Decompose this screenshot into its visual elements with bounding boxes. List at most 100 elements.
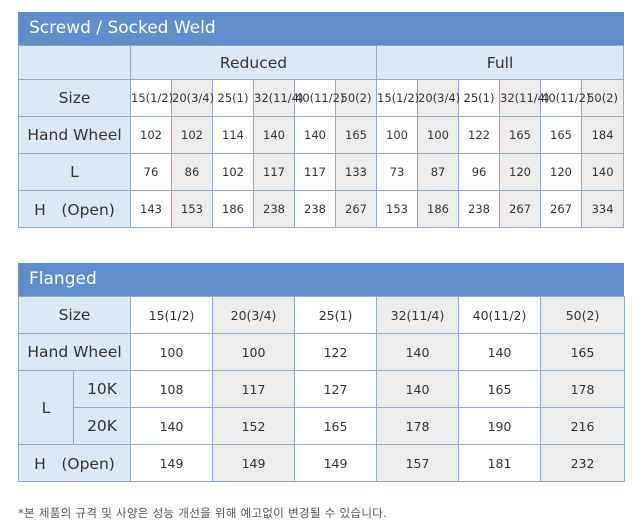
flanged-panel-title: Flanged [18, 263, 624, 296]
reduced-group-header: Reduced [129, 45, 378, 80]
row-label: H (Open) [18, 190, 131, 228]
value-cell: 178 [376, 407, 460, 445]
value-cell: 140 [376, 333, 460, 371]
value-cell: 165 [294, 407, 378, 445]
value-cell: 120 [540, 153, 583, 191]
value-cell: 140 [294, 116, 336, 154]
size-cell-full: 15(1/2) [376, 79, 419, 117]
value-cell: 267 [540, 190, 583, 228]
flanged-hand-wheel-label: Hand Wheel [17, 333, 132, 371]
value-cell: 120 [499, 153, 542, 191]
value-cell: 117 [253, 153, 295, 191]
flanged-10k-row: L 10K 108 117 127 140 165 178 [18, 370, 626, 445]
value-cell: 127 [294, 370, 378, 408]
size-cell-full: 50(2) [581, 79, 625, 117]
flanged-panel: Flanged Size 15(1/2) 20(3/4) 25(1) 32(11/4)… [17, 263, 626, 482]
value-cell: 165 [458, 370, 542, 408]
screwd-socked-weld-panel: Screwd / Socked Weld Reduced Full Size 1… [18, 12, 625, 228]
value-cell: 108 [130, 370, 214, 408]
value-cell: 153 [376, 190, 419, 228]
value-cell: 140 [376, 370, 460, 408]
value-cell: 140 [458, 333, 542, 371]
value-cell: 149 [212, 444, 296, 482]
flanged-spec-table: Size 15(1/2) 20(3/4) 25(1) 32(11/4) 40(11/2)… [17, 296, 626, 482]
value-cell: 140 [253, 116, 295, 154]
size-cell-reduced: 25(1) [212, 79, 254, 117]
size-cell-reduced: 15(1/2) [130, 79, 173, 117]
value-cell: 143 [130, 190, 172, 228]
flanged-hand-wheel-row: Hand Wheel 100 100 122 140 140 165 [17, 333, 626, 371]
screwd-l-row: L 76 86 102 117 117 133 73 87 96 120 120 140 [18, 153, 625, 191]
value-cell: 100 [212, 333, 296, 371]
value-cell: 238 [458, 190, 501, 228]
size-cell: 20(3/4) [212, 296, 296, 334]
value-cell: 216 [540, 407, 626, 445]
flanged-h-open-row: H (Open) 149 149 149 157 181 232 [17, 444, 626, 482]
flanged-20k-label: 20K [72, 407, 132, 445]
value-cell: 140 [130, 407, 214, 445]
size-cell-reduced: 50(2) [334, 79, 378, 117]
value-cell: 152 [212, 407, 296, 445]
size-cell: 25(1) [294, 296, 378, 334]
value-cell: 122 [458, 116, 501, 154]
size-cell-full: 25(1) [458, 79, 501, 117]
size-cell: 15(1/2) [130, 296, 214, 334]
value-cell: 334 [581, 190, 625, 228]
value-cell: 149 [294, 444, 378, 482]
value-cell: 87 [417, 153, 460, 191]
flanged-20k-row: 20K 140 152 165 178 190 216 [19, 407, 626, 445]
screwd-spec-table: Reduced Full Size 15(1/2) 20(3/4) 25(1) 32(… [18, 45, 625, 228]
value-cell: 157 [376, 444, 460, 482]
value-cell: 181 [458, 444, 542, 482]
size-cell: 40(11/2) [458, 296, 542, 334]
screwd-panel-title: Screwd / Socked Weld [18, 12, 624, 45]
full-group-header: Full [376, 45, 625, 80]
value-cell: 117 [212, 370, 296, 408]
size-cell: 32(11/4) [376, 296, 460, 334]
value-cell: 186 [417, 190, 460, 228]
value-cell: 102 [212, 153, 254, 191]
size-cell-reduced: 20(3/4) [171, 79, 214, 117]
value-cell: 238 [253, 190, 295, 228]
value-cell: 76 [130, 153, 172, 191]
size-label: Size [18, 79, 131, 117]
value-cell: 184 [581, 116, 625, 154]
row-label: L [18, 153, 131, 191]
screwd-h-open-row: H (Open) 143 153 186 238 238 267 153 186 238 267 26… [18, 190, 625, 228]
value-cell: 165 [499, 116, 542, 154]
value-cell: 100 [130, 333, 214, 371]
flanged-10k-label: 10K [72, 370, 132, 408]
row-label: Hand Wheel [18, 116, 131, 154]
footnote: *본 제품의 규격 및 사양은 성능 개선을 위해 예고없이 변경될 수 있습니… [18, 506, 388, 520]
size-cell-reduced: 32(11/4) [253, 79, 303, 117]
size-cell-full: 20(3/4) [417, 79, 460, 117]
value-cell: 122 [294, 333, 378, 371]
screwd-hand-wheel-row: Hand Wheel 102 102 114 140 140 165 100 100 122 165… [18, 116, 625, 154]
value-cell: 190 [458, 407, 542, 445]
screwd-size-row: Size 15(1/2) 20(3/4) 25(1) 32(11/4) 40(11/2)… [18, 79, 625, 117]
value-cell: 267 [499, 190, 542, 228]
size-cell-full: 40(11/2) [540, 79, 590, 117]
flanged-h-open-label: H (Open) [17, 444, 132, 482]
value-cell: 100 [376, 116, 419, 154]
size-cell-full: 32(11/4) [499, 79, 549, 117]
value-cell: 86 [171, 153, 213, 191]
screwd-corner-cell [18, 45, 131, 80]
size-cell-reduced: 40(11/2) [294, 79, 344, 117]
value-cell: 178 [540, 370, 626, 408]
value-cell: 117 [294, 153, 336, 191]
value-cell: 96 [458, 153, 501, 191]
flanged-l-label: L [18, 370, 74, 445]
value-cell: 140 [581, 153, 625, 191]
flanged-size-row: Size 15(1/2) 20(3/4) 25(1) 32(11/4) 40(11/2)… [17, 296, 626, 334]
value-cell: 133 [334, 153, 378, 191]
value-cell: 102 [130, 116, 172, 154]
value-cell: 100 [417, 116, 460, 154]
flanged-size-label: Size [17, 296, 132, 334]
value-cell: 238 [294, 190, 336, 228]
value-cell: 153 [171, 190, 213, 228]
value-cell: 149 [130, 444, 214, 482]
size-cell: 50(2) [540, 296, 626, 334]
value-cell: 102 [171, 116, 213, 154]
value-cell: 186 [212, 190, 254, 228]
